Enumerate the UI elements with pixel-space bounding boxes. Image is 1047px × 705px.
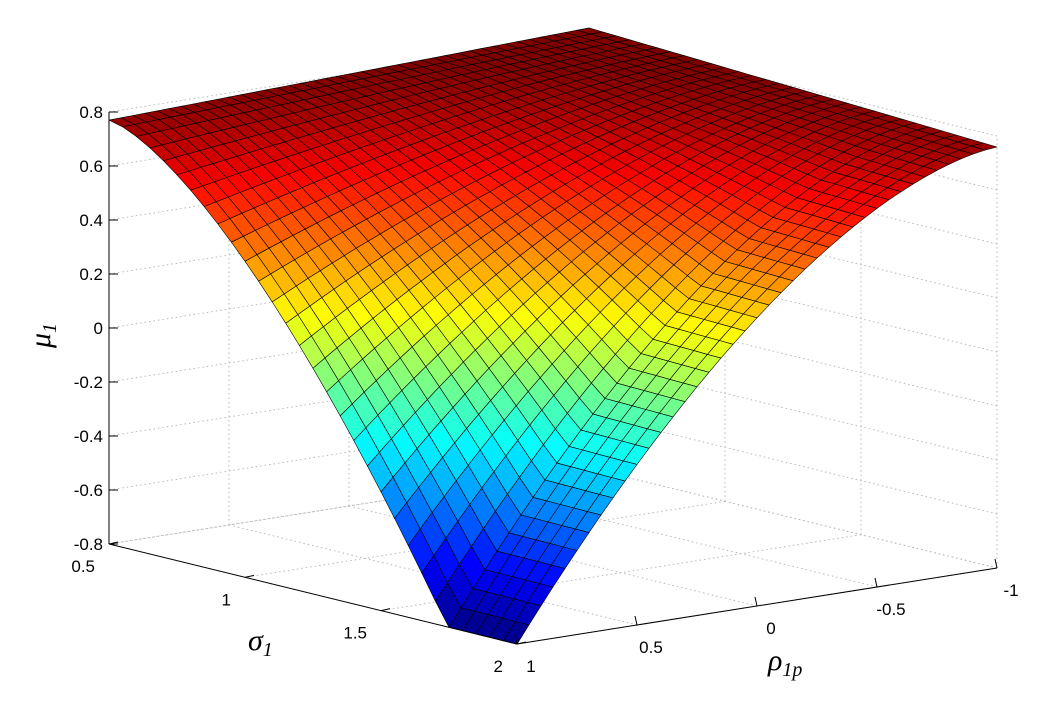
x-tick-label: 0 [766, 619, 775, 638]
grid-line-x [588, 467, 998, 569]
z-tick-label: -0.6 [74, 481, 103, 500]
y-tick-label: 1 [222, 590, 231, 609]
z-tick-label: 0.2 [79, 265, 103, 284]
z-tick-label: -0.4 [74, 427, 103, 446]
x-tick [754, 596, 758, 607]
y-tick [516, 641, 527, 645]
x-tick-label: -1 [1003, 581, 1018, 600]
z-tick-label: 0.6 [79, 157, 103, 176]
y-tick [108, 541, 119, 545]
y-tick-label: 1.5 [343, 624, 367, 643]
y-tick-label: 0.5 [71, 557, 95, 576]
x-tick-label: 0.5 [639, 638, 663, 657]
y-axis-label: σ1 [248, 624, 273, 661]
x-tick [634, 615, 638, 626]
y-tick-label: 2 [494, 657, 503, 676]
y-tick [380, 608, 391, 612]
x-tick [994, 558, 998, 569]
surface-mesh [108, 27, 998, 645]
x-tick-label: -0.5 [876, 600, 905, 619]
axes [108, 111, 998, 645]
y-axis-line [108, 543, 518, 645]
z-tick-label: -0.2 [74, 373, 103, 392]
x-axis-label: ρ1p [767, 644, 802, 681]
x-tick [874, 577, 878, 588]
y-tick [244, 574, 255, 578]
z-tick-label: 0 [94, 319, 103, 338]
surface-patch [503, 621, 530, 645]
x-tick [514, 634, 518, 645]
z-tick-label: 0.8 [79, 103, 103, 122]
tick-labels: -0.8 -0.6 -0.4 -0.2 0 0.2 0.4 0.6 0.8 0.5 1 1.5 2 -1 -… [71, 103, 1018, 676]
z-tick-label: 0.4 [79, 211, 103, 230]
x-tick-label: 1 [526, 657, 535, 676]
z-axis-label: μ1 [24, 323, 61, 349]
z-tick-label: -0.8 [74, 535, 103, 554]
